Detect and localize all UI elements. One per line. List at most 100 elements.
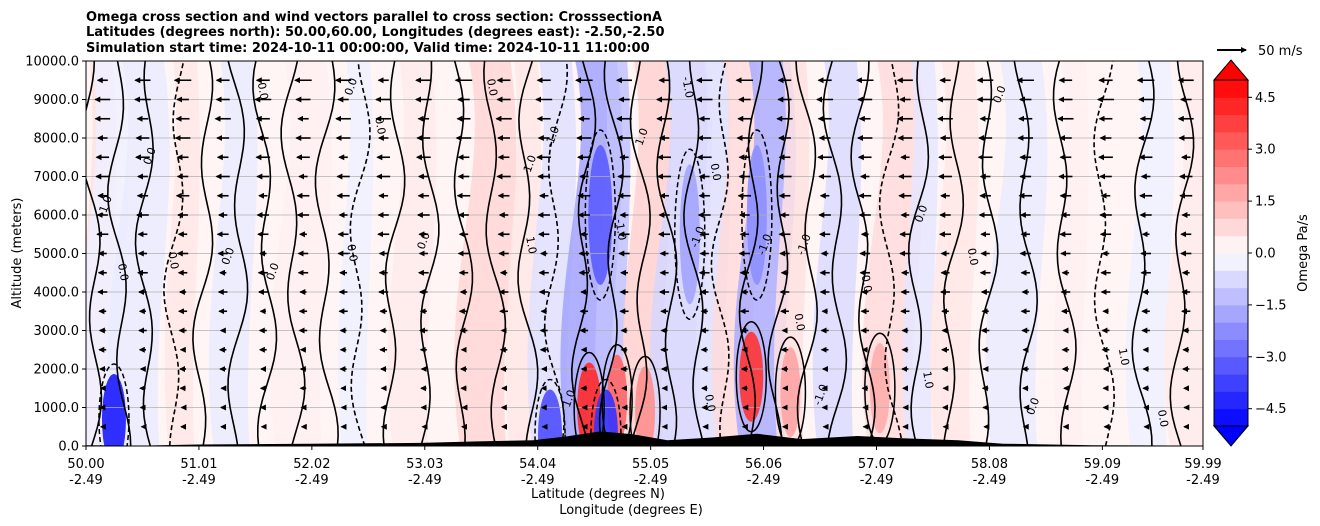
contour-line (822, 61, 848, 446)
colorbar-bin (1214, 322, 1248, 340)
colorbar-tick-label: 0.0 (1255, 247, 1276, 262)
contour-label: 0.0 (1024, 396, 1042, 417)
y-tick-label: 9000.0 (34, 93, 80, 108)
contour-label: 1.0 (633, 126, 651, 147)
contour-line (280, 61, 306, 446)
x-tick-label-lon: -2.49 (860, 473, 894, 488)
contour-label: 0.0 (859, 274, 875, 293)
colorbar-bin (1214, 304, 1248, 323)
x-tick-label-lat: 53.03 (406, 457, 443, 472)
y-axis: 0.0 1000.0 2000.0 3000.0 4000.0 5000.0 6000.0 7… (25, 55, 86, 455)
omega-extremum (780, 347, 801, 438)
contour-line (795, 61, 819, 446)
colorbar-bin (1214, 374, 1248, 392)
colorbar-tick-label: 3.0 (1255, 143, 1276, 158)
contour-label: 0.0 (342, 76, 360, 97)
colorbar-bin (1214, 183, 1248, 202)
x-tick-label-lon: -2.49 (69, 473, 103, 488)
colorbar-bin (1214, 253, 1248, 271)
colorbar-extend-max (1212, 59, 1250, 81)
x-tick-label-lon: -2.49 (295, 473, 329, 488)
chart-title-line-2: Latitudes (degrees north): 50.00,60.00, … (86, 25, 665, 40)
x-tick-label-lon: -2.49 (1086, 473, 1120, 488)
contour-line (483, 61, 507, 446)
omega-extremum (101, 374, 126, 446)
x-axis-label-longitude: Longitude (degrees E) (559, 503, 703, 518)
contour-label: 0.0 (965, 247, 981, 266)
contour-label: 0.0 (344, 243, 360, 262)
contour-loop (573, 351, 605, 446)
contour-line (878, 61, 904, 446)
contour-label: 0.0 (219, 246, 237, 267)
x-tick-label-lat: 50.00 (67, 457, 104, 472)
colorbar-bin (1214, 408, 1248, 427)
contour-label: 0.0 (115, 262, 131, 281)
contour-line (738, 61, 764, 446)
contour-line (453, 61, 474, 446)
plot-area: -1.0 0.0 0.0 0.0 0.0 0.0 0.0 0.0 0.0 0.0 0.0 0.0 1.0… (86, 61, 1203, 446)
omega-extremum (739, 331, 764, 422)
x-tick-label-lat: 54.04 (519, 457, 556, 472)
x-tick-label-lat: 59.09 (1084, 457, 1121, 472)
contour-label: 0.0 (165, 251, 181, 270)
colorbar-bin (1214, 201, 1248, 219)
contour-label: 0.0 (255, 81, 271, 100)
x-tick-label-lat: 55.05 (632, 457, 669, 472)
contour-label: 0.0 (141, 146, 159, 167)
colorbar-bin (1214, 287, 1248, 306)
contour-line (656, 61, 678, 446)
x-tick-label-lon: -2.49 (182, 473, 216, 488)
contour-label: 0.0 (702, 393, 718, 412)
contour-loop (601, 344, 633, 446)
contour-label: 1.0 (560, 388, 578, 409)
x-tick-label-lat: 57.07 (858, 457, 895, 472)
contour-line (134, 61, 154, 446)
colorbar-bin (1214, 80, 1248, 98)
contour-label: 1.0 (1116, 347, 1132, 366)
contour-line (517, 61, 539, 446)
contour-loop (534, 378, 566, 446)
contour-line (978, 61, 999, 446)
contour-line (349, 61, 371, 446)
contour-loop (774, 336, 807, 446)
y-tick-label: 6000.0 (34, 209, 80, 224)
chart-title-line-3: Simulation start time: 2024-10-11 00:00:… (86, 41, 650, 56)
chart-title-line-1: Omega cross section and wind vectors par… (86, 10, 662, 25)
contour-line (710, 61, 730, 446)
colorbar-bin (1214, 356, 1248, 375)
y-tick-label: 7000.0 (34, 170, 80, 185)
contour-line (598, 61, 624, 446)
contour-label: 0.0 (372, 116, 388, 135)
contour-label: 1.0 (920, 370, 936, 389)
x-tick-label-lat: 59.99 (1184, 457, 1221, 472)
colorbar-bin (1214, 166, 1248, 185)
x-tick-label-lon: -2.49 (634, 473, 668, 488)
contour-loop (735, 320, 768, 433)
contour-line (163, 61, 185, 446)
colorbar-tick-label: −1.5 (1255, 298, 1287, 313)
x-tick-label-lat: 51.01 (180, 457, 217, 472)
contour-line (106, 61, 132, 446)
y-tick-label: 0.0 (58, 440, 79, 455)
colorbar-tick-label: 1.5 (1255, 195, 1276, 210)
colorbar-bin (1214, 339, 1248, 358)
omega-extremum (635, 366, 656, 446)
colorbar-label: Omega Pa/s (1296, 214, 1311, 292)
y-tick-label: 4000.0 (34, 286, 80, 301)
contour-label: 0.0 (264, 261, 282, 282)
contour-label: 0.0 (484, 78, 500, 97)
contour-loop (629, 355, 661, 446)
contour-line (942, 61, 965, 446)
x-axis-label-latitude: Latitude (degrees N) (531, 487, 665, 502)
contour-line (1052, 61, 1077, 446)
x-tick-label-lon: -2.49 (408, 473, 442, 488)
y-tick-label: 1000.0 (34, 401, 80, 416)
colorbar-bin (1214, 391, 1248, 410)
colorbar-bin (1214, 114, 1248, 133)
contour-loop (98, 363, 130, 446)
terrain (86, 431, 1203, 446)
y-tick-label: 2000.0 (34, 363, 80, 378)
contour-line (1169, 61, 1195, 446)
colorbar-tick-label: −3.0 (1255, 350, 1287, 365)
x-axis: 50.00-2.4951.01-2.4952.02-2.4953.03-2.49… (67, 446, 1222, 488)
